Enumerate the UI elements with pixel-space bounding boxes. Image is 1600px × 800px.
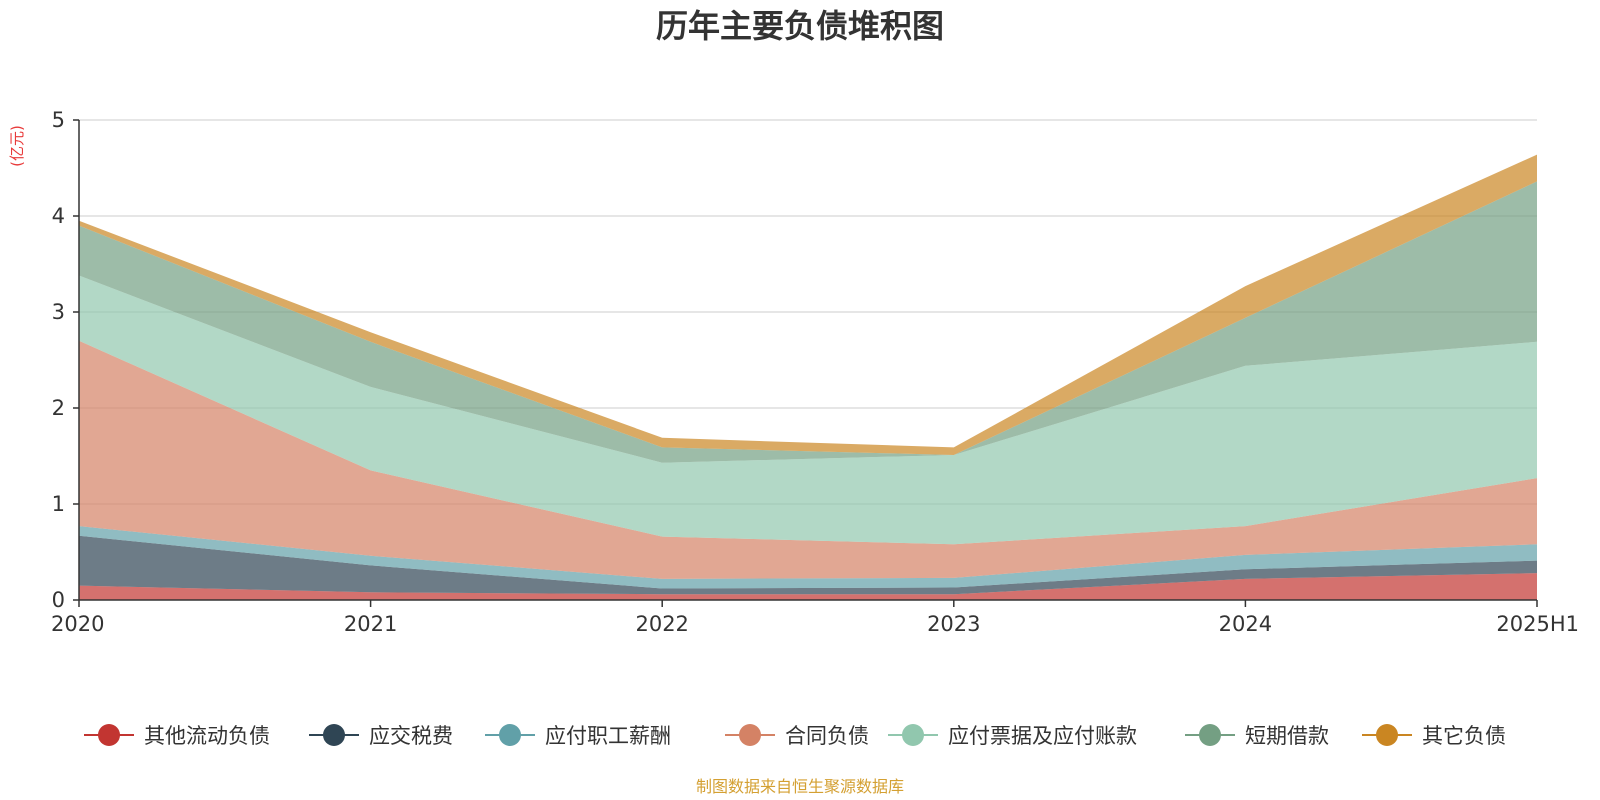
legend-label: 短期借款 xyxy=(1245,724,1329,748)
y-tick-label-4: 4 xyxy=(52,204,65,228)
legend-marker xyxy=(739,724,761,746)
legend-item-4: 应付票据及应付账款 xyxy=(888,724,1137,748)
legend-marker xyxy=(323,724,345,746)
legend-label: 应付职工薪酬 xyxy=(545,724,671,748)
legend-label: 应交税费 xyxy=(369,724,453,748)
chart-title: 历年主要负债堆积图 xyxy=(656,7,944,45)
legend-item-2: 应付职工薪酬 xyxy=(485,724,671,748)
legend-label: 合同负债 xyxy=(785,724,869,748)
x-tick-label-4: 2024 xyxy=(1219,612,1272,636)
x-tick-label-2: 2022 xyxy=(635,612,688,636)
y-tick-label-5: 5 xyxy=(52,108,65,132)
area-series-2 xyxy=(79,526,1537,589)
area-series-5 xyxy=(79,181,1537,463)
axes xyxy=(78,120,1537,601)
y-axis-ticks: 0 1 2 3 4 5 xyxy=(52,108,79,612)
legend-marker xyxy=(1199,724,1221,746)
x-tick-label-3: 2023 xyxy=(927,612,980,636)
x-axis-ticks: 2020 2021 2022 2023 2024 2025H1 xyxy=(51,600,1579,636)
legend-label: 其它负债 xyxy=(1422,724,1506,748)
y-tick-label-2: 2 xyxy=(52,396,65,420)
x-tick-label-1: 2021 xyxy=(344,612,397,636)
y-axis-unit-label: (亿元) xyxy=(8,125,26,167)
legend-marker xyxy=(1376,724,1398,746)
legend-item-5: 短期借款 xyxy=(1185,724,1329,748)
area-series-4 xyxy=(79,275,1537,545)
legend-marker xyxy=(902,724,924,746)
y-tick-label-3: 3 xyxy=(52,300,65,324)
y-tick-label-0: 0 xyxy=(52,588,65,612)
legend-label: 应付票据及应付账款 xyxy=(948,724,1137,748)
legend-label: 其他流动负债 xyxy=(144,724,270,748)
y-tick-label-1: 1 xyxy=(52,492,65,516)
area-series-6 xyxy=(79,154,1537,455)
legend-item-6: 其它负债 xyxy=(1362,724,1506,748)
legend: 其他流动负债 应交税费 应付职工薪酬 合同负债 应付票据及应付账款 短期借款 其它负债 xyxy=(84,724,1506,748)
legend-item-1: 应交税费 xyxy=(309,724,453,748)
area-series-1 xyxy=(79,535,1537,595)
data-source-note: 制图数据来自恒生聚源数据库 xyxy=(696,777,904,796)
legend-item-3: 合同负债 xyxy=(725,724,869,748)
legend-marker xyxy=(499,724,521,746)
legend-item-0: 其他流动负债 xyxy=(84,724,270,748)
x-tick-label-0: 2020 xyxy=(51,612,104,636)
area-series-0 xyxy=(79,573,1537,600)
legend-marker xyxy=(98,724,120,746)
area-series-3 xyxy=(79,340,1537,579)
area-series-group xyxy=(79,154,1537,600)
x-tick-label-5: 2025H1 xyxy=(1496,612,1579,636)
